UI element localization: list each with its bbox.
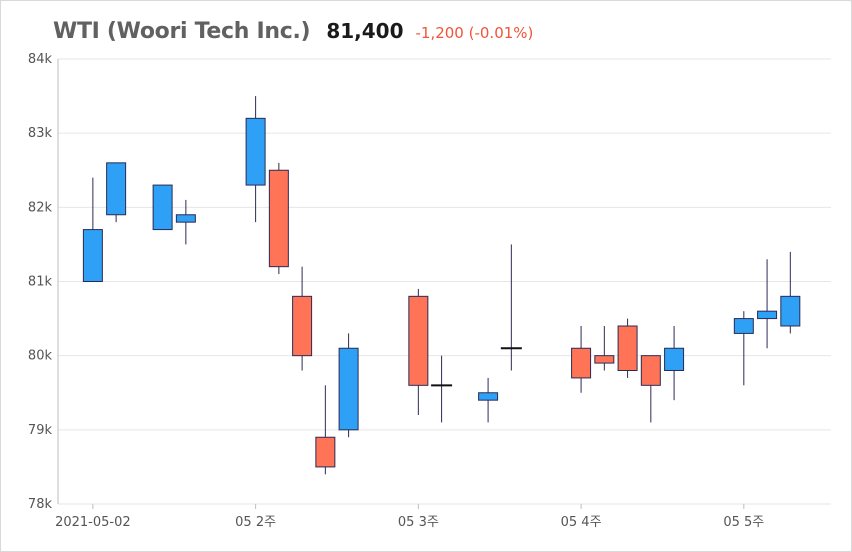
candle: [152, 184, 173, 231]
candle: [431, 355, 453, 423]
candle: [268, 162, 289, 275]
candle-body: [478, 392, 499, 401]
candle-body: [245, 117, 266, 186]
candles: [82, 96, 801, 475]
candle: [664, 326, 685, 401]
candle-body: [571, 347, 592, 379]
y-tick-label: 82k: [28, 200, 53, 215]
y-tick-label: 81k: [28, 275, 53, 290]
chart-header: WTI (Woori Tech Inc.) 81,400 -1,200 (-0.…: [53, 19, 533, 51]
y-tick-label: 79k: [28, 423, 53, 438]
candle-body: [640, 355, 661, 386]
candle: [245, 96, 266, 223]
current-price: 81,400: [326, 19, 404, 43]
candle-body: [664, 347, 685, 371]
grid-lines: [58, 58, 831, 505]
x-tick-label: 05 2주: [235, 515, 276, 530]
candle: [82, 177, 103, 282]
y-tick-label: 83k: [28, 126, 53, 141]
candle-body: [780, 295, 801, 327]
candle-body: [733, 318, 754, 334]
x-axis: 2021-05-02 05 2주 05 3주 05 4주 05 5주: [55, 504, 764, 530]
y-tick-label: 78k: [28, 497, 53, 512]
candle-body: [594, 355, 615, 364]
candle: [780, 251, 801, 334]
candle: [408, 288, 429, 415]
candle: [594, 326, 615, 371]
candle-body: [617, 325, 638, 371]
candle: [571, 326, 592, 393]
x-tick-label: 05 4주: [561, 515, 602, 530]
x-tick-label: 05 3주: [398, 515, 439, 530]
candle: [757, 259, 778, 349]
candle: [500, 244, 522, 371]
candle: [292, 266, 313, 371]
candle: [733, 311, 754, 386]
candle-body: [292, 295, 313, 357]
candle-body: [757, 310, 778, 320]
candle-body: [408, 295, 429, 386]
candle: [338, 333, 359, 438]
candle-body: [315, 436, 336, 468]
candle-body: [82, 229, 103, 282]
candle: [640, 355, 661, 423]
candle: [617, 318, 638, 378]
candle: [106, 162, 127, 223]
candle-body: [106, 162, 127, 216]
x-tick-label: 2021-05-02: [55, 515, 131, 530]
candle: [175, 199, 196, 245]
y-tick-label: 84k: [28, 52, 53, 67]
y-axis: 78k 79k 80k 81k 82k 83k 84k: [28, 52, 59, 512]
candle-body: [268, 169, 289, 268]
candle-body: [338, 347, 359, 431]
y-tick-label: 80k: [28, 349, 53, 364]
candle-body: [175, 214, 196, 223]
x-tick-label: 05 5주: [723, 515, 764, 530]
candle: [478, 377, 499, 423]
ticker-name: WTI (Woori Tech Inc.): [53, 19, 311, 44]
price-change: -1,200 (-0.01%): [415, 24, 534, 42]
candle: [315, 385, 336, 475]
candle-body: [152, 184, 173, 231]
